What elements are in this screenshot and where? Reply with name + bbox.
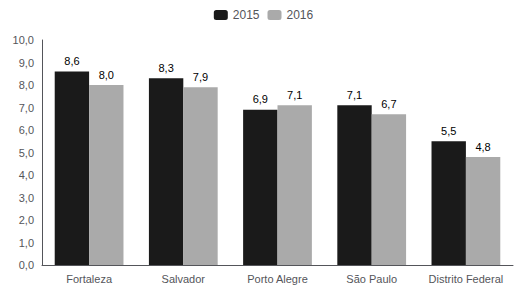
svg-text:8,6: 8,6 (64, 55, 79, 67)
svg-text:7,9: 7,9 (193, 71, 208, 83)
svg-text:10,0: 10,0 (13, 34, 34, 46)
svg-text:6,0: 6,0 (19, 124, 34, 136)
svg-text:Fortaleza: Fortaleza (66, 273, 113, 285)
svg-text:Porto Alegre: Porto Alegre (247, 273, 308, 285)
svg-text:8,3: 8,3 (158, 62, 173, 74)
svg-text:9,0: 9,0 (19, 57, 34, 69)
svg-text:Salvador: Salvador (162, 273, 206, 285)
svg-text:4,8: 4,8 (475, 141, 490, 153)
svg-text:5,5: 5,5 (441, 125, 456, 137)
svg-text:2,0: 2,0 (19, 214, 34, 226)
svg-text:2015: 2015 (233, 8, 260, 22)
svg-text:4,0: 4,0 (19, 169, 34, 181)
svg-text:7,1: 7,1 (287, 89, 302, 101)
svg-text:São Paulo: São Paulo (346, 273, 397, 285)
svg-text:1,0: 1,0 (19, 237, 34, 249)
svg-text:2016: 2016 (287, 8, 314, 22)
svg-text:6,7: 6,7 (381, 98, 396, 110)
svg-text:6,9: 6,9 (253, 93, 268, 105)
svg-text:7,1: 7,1 (347, 89, 362, 101)
svg-text:5,0: 5,0 (19, 147, 34, 159)
svg-text:0,0: 0,0 (19, 259, 34, 271)
svg-text:7,0: 7,0 (19, 102, 34, 114)
svg-text:8,0: 8,0 (99, 69, 114, 81)
svg-text:Distrito Federal: Distrito Federal (429, 273, 504, 285)
svg-text:3,0: 3,0 (19, 192, 34, 204)
svg-text:8,0: 8,0 (19, 79, 34, 91)
